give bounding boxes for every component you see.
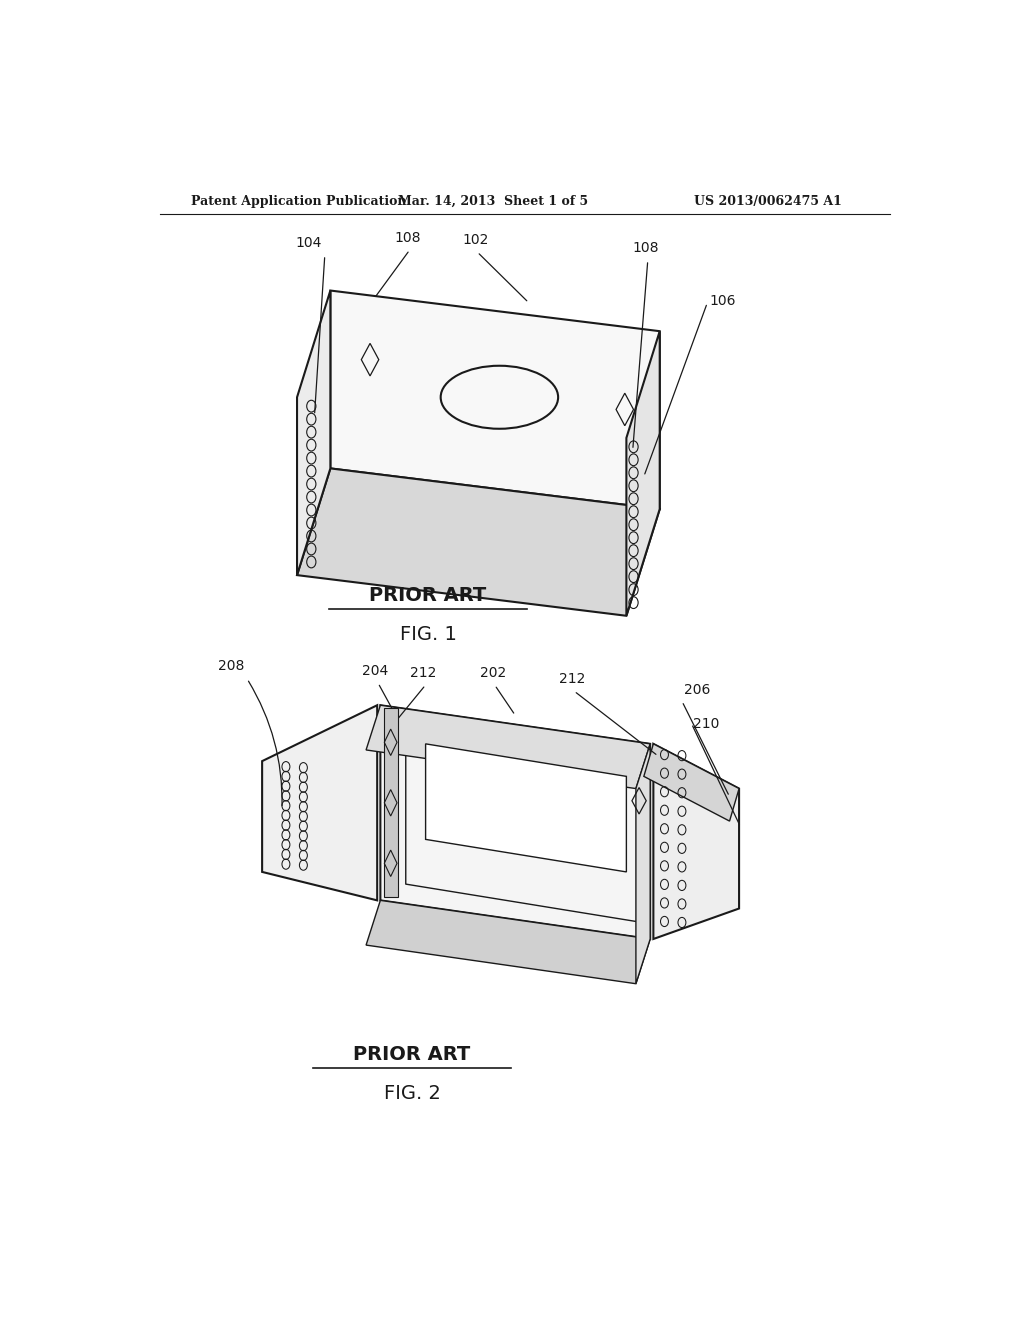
- Text: 108: 108: [395, 231, 422, 244]
- Text: 212: 212: [559, 672, 586, 686]
- Polygon shape: [627, 331, 659, 615]
- Polygon shape: [262, 705, 377, 900]
- Text: Patent Application Publication: Patent Application Publication: [191, 194, 407, 207]
- Text: 104: 104: [296, 236, 323, 249]
- Polygon shape: [653, 744, 739, 939]
- Polygon shape: [380, 705, 650, 939]
- Polygon shape: [384, 709, 397, 898]
- Text: 202: 202: [480, 665, 506, 680]
- Polygon shape: [636, 744, 650, 983]
- Text: 102: 102: [463, 232, 488, 247]
- Text: 212: 212: [410, 665, 436, 680]
- Text: 208: 208: [218, 659, 245, 673]
- Polygon shape: [644, 744, 739, 821]
- Text: PRIOR ART: PRIOR ART: [370, 586, 486, 605]
- Polygon shape: [367, 705, 650, 788]
- Text: 108: 108: [632, 242, 658, 255]
- Text: 210: 210: [693, 717, 720, 730]
- Text: PRIOR ART: PRIOR ART: [353, 1045, 471, 1064]
- Polygon shape: [426, 744, 627, 873]
- Text: FIG. 1: FIG. 1: [399, 624, 457, 644]
- Text: 206: 206: [684, 682, 710, 697]
- Text: FIG. 2: FIG. 2: [384, 1084, 440, 1104]
- Polygon shape: [367, 900, 650, 983]
- Polygon shape: [331, 290, 659, 510]
- Text: Mar. 14, 2013  Sheet 1 of 5: Mar. 14, 2013 Sheet 1 of 5: [398, 194, 588, 207]
- Text: US 2013/0062475 A1: US 2013/0062475 A1: [694, 194, 842, 207]
- Polygon shape: [297, 290, 331, 576]
- Text: 106: 106: [710, 293, 736, 308]
- Polygon shape: [297, 469, 659, 615]
- Text: 204: 204: [362, 664, 389, 677]
